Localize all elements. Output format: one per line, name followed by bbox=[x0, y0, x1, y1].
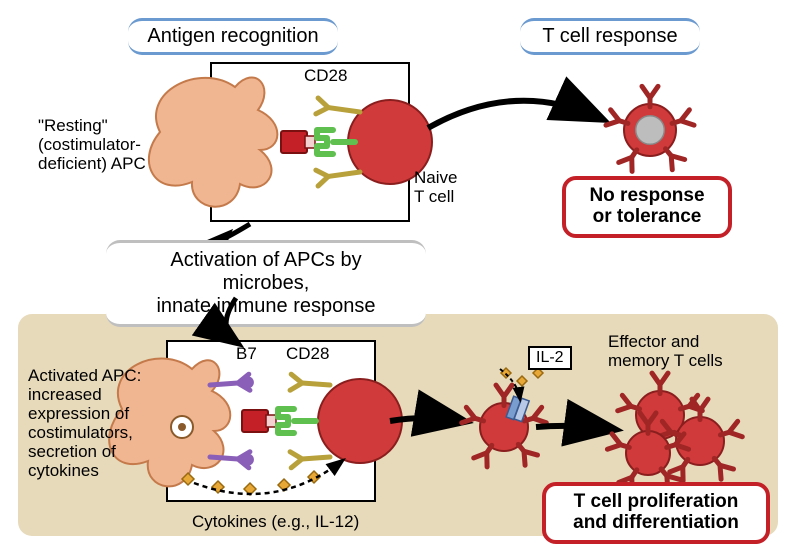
aapc-l5: secretion of bbox=[28, 442, 116, 461]
aapc-l2: increased bbox=[28, 385, 102, 404]
il2-label-box: IL-2 bbox=[528, 346, 572, 370]
aapc-l1: Activated APC: bbox=[28, 366, 141, 385]
aapc-l4: costimulators, bbox=[28, 423, 133, 442]
outcome-proliferation: T cell proliferation and differentiation bbox=[542, 482, 770, 544]
activated-tcell-il2 bbox=[462, 385, 547, 467]
aapc-l6: cytokines bbox=[28, 461, 99, 480]
cd28-bot-text: CD28 bbox=[286, 344, 329, 363]
outcome2-l1: T cell proliferation bbox=[574, 491, 739, 512]
cd28-label-bottom: CD28 bbox=[286, 344, 329, 363]
il2-text: IL-2 bbox=[536, 349, 564, 366]
arrow-into-bottom-panel bbox=[226, 298, 236, 342]
outcome2-l2: and differentiation bbox=[573, 512, 739, 533]
effector-label: Effector and memory T cells bbox=[608, 332, 723, 370]
b7-text: B7 bbox=[236, 344, 257, 363]
cytokines-text: Cytokines (e.g., IL-12) bbox=[192, 512, 359, 531]
arrow-bottom-main bbox=[390, 418, 462, 421]
tcell-in-panel bbox=[318, 379, 402, 463]
cytokine-diamonds bbox=[182, 471, 320, 495]
eff-l1: Effector and bbox=[608, 332, 699, 351]
tcr-icon-bottom bbox=[242, 409, 316, 433]
aapc-l3: expression of bbox=[28, 404, 129, 423]
effector-tcell-cluster bbox=[607, 373, 742, 491]
activated-apc-label: Activated APC: increased expression of c… bbox=[28, 366, 141, 480]
b7-label: B7 bbox=[236, 344, 257, 363]
eff-l2: memory T cells bbox=[608, 351, 723, 370]
cytokines-label: Cytokines (e.g., IL-12) bbox=[192, 512, 359, 531]
arrow-to-effector bbox=[536, 426, 612, 429]
il2-cytokines bbox=[501, 368, 543, 386]
